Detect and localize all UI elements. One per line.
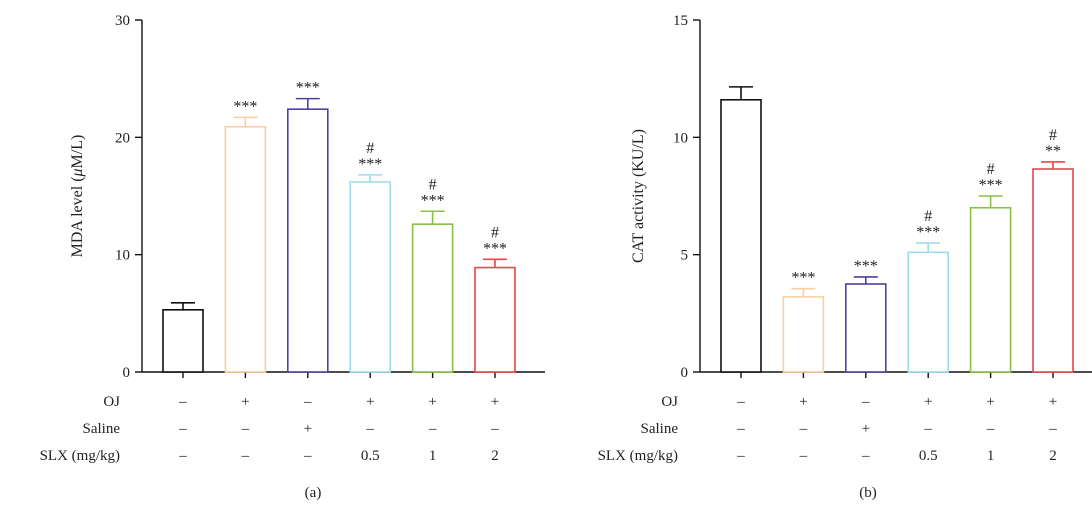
significance-label: *** xyxy=(233,98,257,115)
y-tick-label: 10 xyxy=(673,130,688,146)
condition-cell: + xyxy=(241,394,249,410)
condition-cell: + xyxy=(1049,394,1057,410)
significance-label: ** xyxy=(1045,143,1061,160)
condition-cell: – xyxy=(490,421,499,437)
panel-label: (b) xyxy=(859,485,877,501)
significance-label: # xyxy=(1049,127,1057,144)
panel-label: (a) xyxy=(305,485,322,501)
condition-cell: – xyxy=(241,448,250,464)
condition-cell: – xyxy=(986,421,995,437)
bar xyxy=(411,223,454,373)
condition-cell: – xyxy=(736,421,745,437)
condition-cell: – xyxy=(303,448,312,464)
condition-cell: 0.5 xyxy=(361,448,380,464)
bar xyxy=(474,266,516,373)
y-tick-label: 10 xyxy=(115,248,130,264)
y-tick-label: 0 xyxy=(681,365,689,381)
bar xyxy=(1032,168,1074,373)
y-tick-label: 5 xyxy=(681,248,689,264)
condition-cell: + xyxy=(428,394,436,410)
condition-cell: – xyxy=(923,421,932,437)
condition-cell: – xyxy=(178,421,187,437)
condition-cell: – xyxy=(178,448,187,464)
bar xyxy=(349,181,392,373)
condition-cell: 1 xyxy=(987,448,995,464)
condition-row-label: Saline xyxy=(641,421,679,437)
y-axis-label: CAT activity (KU/L) xyxy=(630,129,647,263)
condition-cell: – xyxy=(241,421,250,437)
condition-cell: + xyxy=(862,421,870,437)
significance-label: # xyxy=(987,161,995,178)
bar xyxy=(720,98,762,373)
condition-cell: – xyxy=(1048,421,1057,437)
y-tick-label: 30 xyxy=(115,13,130,29)
bar xyxy=(782,296,825,373)
significance-label: *** xyxy=(791,270,815,287)
condition-cell: + xyxy=(491,394,499,410)
condition-cell: – xyxy=(365,421,374,437)
significance-label: # xyxy=(366,140,374,157)
condition-cell: – xyxy=(861,448,870,464)
y-tick-label: 0 xyxy=(123,365,131,381)
significance-label: *** xyxy=(358,156,382,173)
condition-cell: – xyxy=(178,394,187,410)
condition-cell: – xyxy=(799,421,808,437)
significance-label: *** xyxy=(296,80,320,97)
y-axis-label: MDA level (μM/L) xyxy=(69,135,86,258)
condition-cell: + xyxy=(799,394,807,410)
condition-row-label: SLX (mg/kg) xyxy=(40,448,120,464)
condition-cell: – xyxy=(736,448,745,464)
significance-label: *** xyxy=(916,224,940,241)
condition-cell: 1 xyxy=(429,448,437,464)
condition-cell: + xyxy=(304,421,312,437)
condition-cell: 0.5 xyxy=(919,448,938,464)
y-axis-label-part: MDA level ( xyxy=(69,176,86,257)
condition-cell: – xyxy=(861,394,870,410)
condition-cell: – xyxy=(736,394,745,410)
bar xyxy=(162,309,204,373)
bar xyxy=(224,125,267,373)
condition-cell: + xyxy=(986,394,994,410)
condition-cell: + xyxy=(924,394,932,410)
significance-label: *** xyxy=(979,177,1003,194)
bar xyxy=(969,206,1012,373)
bar xyxy=(844,283,887,373)
y-axis-label-part: CAT activity (KU/L) xyxy=(630,129,647,263)
condition-cell: – xyxy=(303,394,312,410)
y-tick-label: 20 xyxy=(115,130,130,146)
significance-label: # xyxy=(491,224,499,241)
y-axis-label-part: M/L) xyxy=(69,135,86,169)
condition-row-label: SLX (mg/kg) xyxy=(598,448,678,464)
y-axis-label-part: μ xyxy=(69,168,86,177)
condition-cell: – xyxy=(799,448,808,464)
condition-cell: 2 xyxy=(491,448,499,464)
bar xyxy=(907,251,950,373)
condition-cell: 2 xyxy=(1049,448,1057,464)
condition-cell: – xyxy=(428,421,437,437)
significance-label: *** xyxy=(483,240,507,257)
condition-cell: + xyxy=(366,394,374,410)
significance-label: *** xyxy=(421,192,445,209)
significance-label: # xyxy=(924,208,932,225)
bar xyxy=(286,108,329,373)
condition-row-label: Saline xyxy=(83,421,121,437)
condition-row-label: OJ xyxy=(661,394,678,410)
significance-label: *** xyxy=(854,258,878,275)
condition-row-label: OJ xyxy=(103,394,120,410)
y-tick-label: 15 xyxy=(673,13,688,29)
significance-label: # xyxy=(429,176,437,193)
